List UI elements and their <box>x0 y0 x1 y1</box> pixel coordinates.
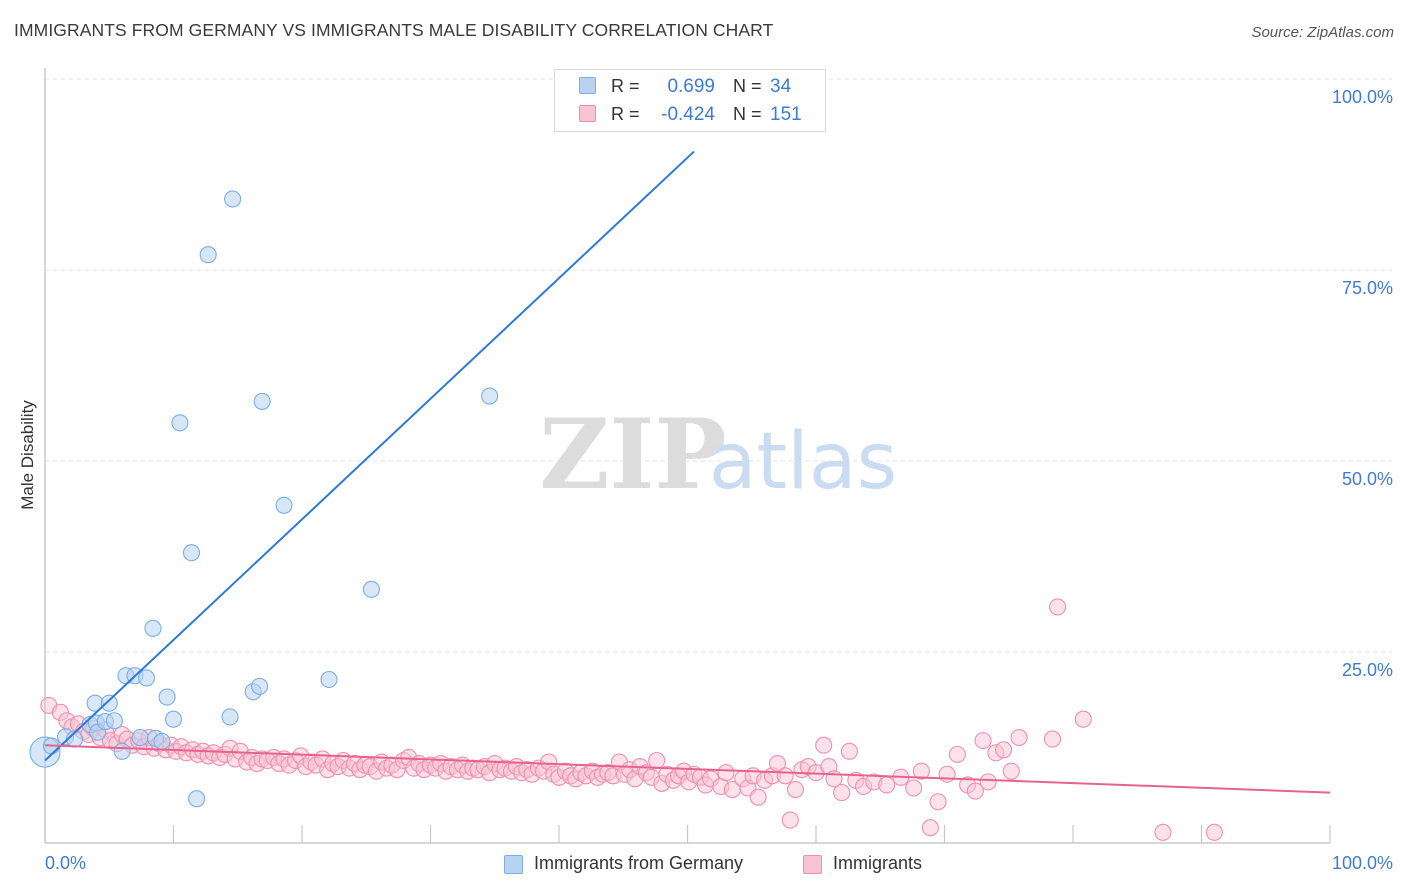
r-value: 0.699 <box>667 76 715 97</box>
germany-data-point <box>153 732 171 750</box>
n-value: 151 <box>770 104 802 125</box>
n-label: N = <box>733 76 762 96</box>
germany-data-point <box>182 544 201 562</box>
germany-data-point <box>131 729 149 747</box>
immigrants-data-point <box>815 736 833 754</box>
axis-layer <box>44 68 1331 844</box>
x-tick-label: 0.0% <box>45 853 86 873</box>
tick-labels: 25.0% 50.0% 75.0% 100.0% 0.0% 100.0% <box>45 87 1393 873</box>
germany-data-point <box>481 387 499 405</box>
germany-data-point <box>362 580 380 598</box>
germany-data-point <box>100 694 118 712</box>
germany-data-point <box>320 670 338 689</box>
immigrants-data-point <box>979 773 997 791</box>
immigrants-data-point <box>840 742 858 760</box>
immigrants-data-point <box>786 780 804 799</box>
pink-swatch-icon <box>579 105 596 122</box>
x-tick-label: 100.0% <box>1332 853 1393 873</box>
germany-data-point <box>199 246 217 264</box>
watermark-zip: ZIP <box>539 398 726 511</box>
legend-label: Immigrants from Germany <box>534 853 744 873</box>
immigrants-trend-line <box>44 744 1331 794</box>
germany-data-point <box>144 619 162 637</box>
immigrants-data-point <box>1010 729 1028 747</box>
grid-layer <box>45 78 1392 653</box>
immigrants-data-point <box>1043 730 1061 748</box>
germany-data-point <box>105 712 123 730</box>
immigrants-data-point <box>781 811 799 829</box>
germany-data-point <box>137 669 156 687</box>
immigrants-data-point <box>948 745 966 763</box>
source-label: Source: ZipAtlas.com <box>1251 24 1394 41</box>
germany-data-point <box>171 414 189 432</box>
germany-trend-line <box>44 150 695 762</box>
immigrants-data-point <box>905 779 923 797</box>
germany-data-point <box>221 708 239 726</box>
watermark: ZIP atlas <box>539 398 897 511</box>
immigrants-data-point <box>995 741 1013 759</box>
immigrants-data-point <box>966 782 984 800</box>
immigrants-data-point <box>776 767 794 785</box>
germany-data-point <box>164 710 183 728</box>
y-tick-label: 100.0% <box>1332 87 1393 107</box>
germany-data-point <box>113 742 131 760</box>
r-label: R = <box>611 104 640 124</box>
chart-legend: Immigrants from Germany Immigrants <box>0 852 1406 878</box>
immigrants-data-point <box>974 732 992 750</box>
immigrants-points <box>40 598 1223 841</box>
immigrants-data-point <box>1002 762 1020 780</box>
immigrants-data-point <box>1074 710 1092 728</box>
r-value: -0.424 <box>661 104 715 125</box>
germany-data-point <box>224 190 242 208</box>
blue-square-icon <box>504 855 523 874</box>
immigrants-data-point <box>833 784 851 802</box>
watermark-atlas: atlas <box>709 417 898 507</box>
chart-title: IMMIGRANTS FROM GERMANY VS IMMIGRANTS MA… <box>14 20 774 40</box>
stats-row-immigrants: R = -0.424 N = 151 <box>555 101 825 128</box>
legend-label: Immigrants <box>833 853 923 873</box>
y-tick-label: 50.0% <box>1342 469 1393 489</box>
immigrants-data-point <box>878 776 896 794</box>
germany-data-point <box>275 496 293 514</box>
blue-swatch-icon <box>579 77 596 94</box>
immigrants-data-point <box>929 793 947 811</box>
immigrants-data-point <box>717 764 735 782</box>
immigrants-data-point <box>1049 598 1067 616</box>
germany-data-point <box>188 790 206 808</box>
y-tick-label: 75.0% <box>1342 278 1393 298</box>
correlation-stats-box: R = 0.699 N = 34 R = -0.424 N = 151 <box>554 69 826 132</box>
immigrants-data-point <box>921 819 939 837</box>
immigrants-data-point <box>912 762 930 780</box>
n-value: 34 <box>770 76 792 97</box>
immigrants-data-point <box>1154 823 1172 841</box>
trend-lines <box>44 150 1331 794</box>
immigrants-data-point <box>1205 823 1223 841</box>
germany-data-point <box>158 688 176 706</box>
n-label: N = <box>733 104 762 124</box>
germany-data-point <box>253 392 271 410</box>
immigrants-data-point <box>938 765 956 783</box>
pink-square-icon <box>803 855 822 874</box>
immigrants-data-point <box>749 788 767 806</box>
r-label: R = <box>611 76 640 96</box>
stats-row-germany: R = 0.699 N = 34 <box>555 73 825 100</box>
y-tick-label: 25.0% <box>1342 660 1393 680</box>
immigrants-data-point <box>648 751 666 770</box>
germany-data-point <box>251 677 269 695</box>
y-axis-label: Male Disability <box>18 400 37 510</box>
